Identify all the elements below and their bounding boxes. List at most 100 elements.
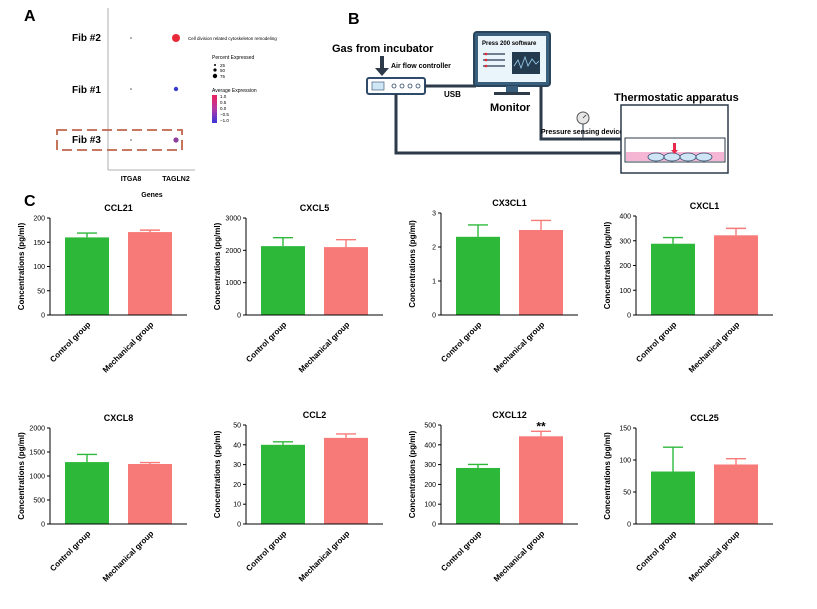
- y-tick-label: 200: [424, 482, 436, 489]
- gauge-needle: [582, 114, 587, 119]
- chamber-icon: [624, 137, 726, 163]
- y-tick-label: 150: [619, 426, 631, 433]
- y-tick-label: 3000: [225, 216, 241, 223]
- thermo-label: Thermostatic apparatus: [614, 92, 739, 104]
- bar-mechanical: [324, 437, 368, 524]
- y-tick-label: 40: [233, 442, 241, 449]
- y-tick-label: 50: [233, 423, 241, 430]
- x-tick-label: Control group: [439, 529, 483, 573]
- legend-pct-dot: [212, 73, 218, 79]
- x-tick-label: Control group: [48, 320, 92, 364]
- controller-knob-icon: [415, 83, 421, 89]
- dot-tagln2-fib3: [173, 137, 179, 143]
- y-tick-label: 2000: [29, 426, 45, 433]
- y-tick-label: 50: [623, 490, 631, 497]
- bar-chart-cxcl12: CXCL12 Concentrations (pg/ml) Control grou…: [408, 410, 578, 584]
- chart-title: CCL25: [690, 413, 719, 423]
- y-tick-label: 2000: [225, 248, 241, 255]
- gas-tube: [394, 94, 625, 155]
- x-tick-label: Control group: [244, 320, 288, 364]
- y-tick-label: 100: [619, 458, 631, 465]
- y-tick-label: 400: [619, 214, 631, 221]
- pressure-arrow-head: [671, 150, 678, 154]
- x-tick-label: Control group: [634, 529, 678, 573]
- panel-label-a: A: [24, 8, 36, 25]
- y-tick-label: 100: [424, 502, 436, 509]
- monitor-label: Monitor: [490, 102, 531, 114]
- y-tick-label: 0: [237, 522, 241, 529]
- y-tick-label: 2: [432, 245, 436, 252]
- x-tick-label: Control group: [48, 529, 92, 573]
- y-tick-label: 0: [627, 313, 631, 320]
- y-tick-label: 200: [33, 216, 45, 223]
- monitor-stand: [506, 86, 518, 92]
- bar-chart-ccl21: CCL21 Concentrations (pg/ml) Control group…: [17, 203, 187, 375]
- y-tick-label: 50: [37, 288, 45, 295]
- screen-dot-icon: [484, 52, 488, 56]
- chart-title: CCL2: [303, 410, 327, 420]
- chart-title: CCL21: [104, 203, 133, 213]
- y-tick-label: 300: [619, 238, 631, 245]
- y-tick-label: 300: [424, 462, 436, 469]
- y-tick-label: 0: [41, 522, 45, 529]
- y-axis-label: Concentrations (pg/ml): [603, 221, 612, 309]
- dot-itga8-fib3: [130, 139, 132, 141]
- gene-label: ITGA8: [121, 176, 142, 183]
- screen-row-icon: [483, 53, 505, 55]
- screen-waveform-icon: [513, 55, 540, 70]
- well-icon: [695, 152, 713, 162]
- pressure-arrow-shaft: [673, 143, 676, 150]
- dotplot-row-label: Fib #1: [72, 85, 101, 96]
- dotplot-annotation: Cell division related cytoskeleton remod…: [188, 36, 277, 41]
- legend-pct-level: 25: [220, 63, 226, 68]
- y-tick-label: 100: [619, 288, 631, 295]
- dot-itga8-fib1: [130, 88, 132, 90]
- x-tick-label: Control group: [634, 320, 678, 364]
- y-axis-label: Concentrations (pg/ml): [213, 222, 222, 310]
- bar-control: [456, 467, 500, 524]
- y-tick-label: 200: [619, 263, 631, 270]
- well-icon: [679, 152, 697, 162]
- y-tick-label: 0: [627, 522, 631, 529]
- chart-title: CX3CL1: [492, 198, 527, 208]
- well-icon: [663, 152, 681, 162]
- dotplot-xlabel: Genes: [141, 192, 163, 199]
- x-tick-label: Control group: [244, 529, 288, 573]
- bar-mechanical: [128, 232, 172, 315]
- dot-itga8-fib2: [130, 37, 132, 39]
- bar-control: [456, 236, 500, 315]
- panel-label-b: B: [348, 11, 360, 28]
- panel-label-c: C: [24, 193, 36, 210]
- bar-control: [261, 444, 305, 524]
- chart-title: CXCL1: [690, 201, 720, 211]
- panel-b-diagram: Gas from incubator Air flow controller U…: [332, 31, 739, 174]
- screen-row-icon: [483, 59, 505, 61]
- y-tick-label: 150: [33, 240, 45, 247]
- highlight-box: [56, 129, 183, 151]
- legend-pct-title: Percent Expressed: [212, 55, 254, 61]
- x-tick-label: Mechanical group: [101, 529, 156, 584]
- x-tick-label: Mechanical group: [297, 529, 352, 584]
- bar-mechanical: [128, 464, 172, 524]
- pressure-label: Pressure sensing device: [541, 129, 623, 136]
- legend-avg-tick: −1.0: [220, 118, 229, 123]
- y-tick-label: 1: [432, 279, 436, 286]
- bar-control: [651, 243, 695, 315]
- usb-label: USB: [444, 90, 461, 99]
- screen-dot-icon: [484, 58, 488, 62]
- dot-tagln2-fib1: [173, 86, 179, 92]
- y-tick-label: 0: [237, 313, 241, 320]
- bar-control: [65, 237, 109, 315]
- thermostatic-box: [620, 104, 729, 174]
- y-tick-label: 3: [432, 211, 436, 218]
- legend-avg-tick: 0.5: [220, 100, 227, 105]
- bar-control: [65, 462, 109, 524]
- dot-tagln2-fib2: [172, 34, 180, 42]
- x-tick-label: Mechanical group: [687, 529, 742, 584]
- chart-title: CXCL5: [300, 203, 330, 213]
- bar-chart-ccl25: CCL25 Concentrations (pg/ml) Control group…: [603, 413, 773, 584]
- legend-pct-dot: [213, 68, 217, 72]
- legend-avg-tick: 0.0: [220, 106, 227, 111]
- x-tick-label: Control group: [439, 320, 483, 364]
